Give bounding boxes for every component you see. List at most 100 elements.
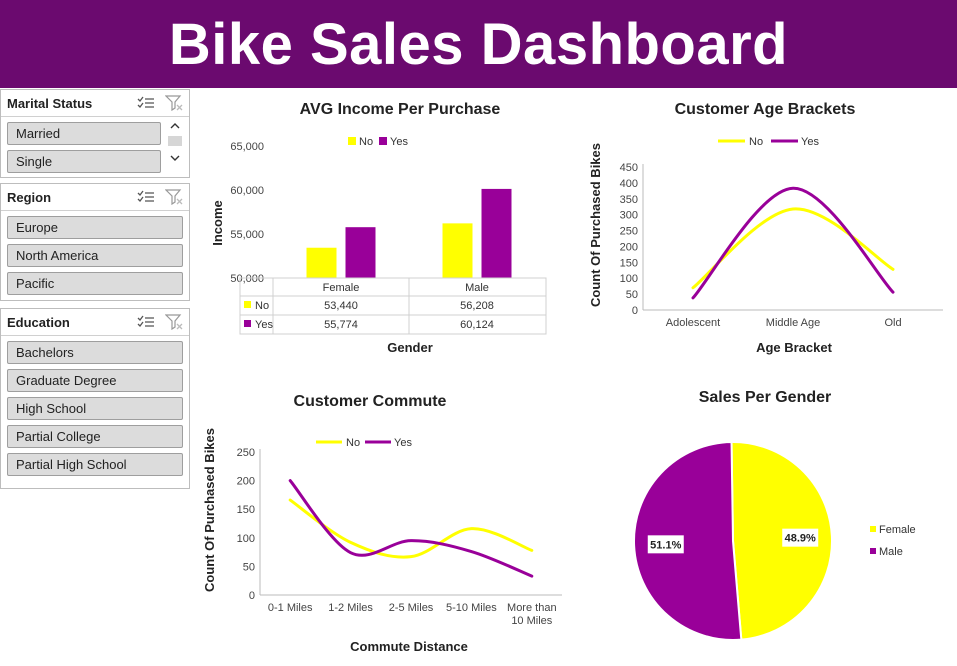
- chart-income: No Yes Income 50,000 55,000 60,000 65,000 F…: [210, 136, 547, 355]
- y-tick-label: 100: [237, 533, 255, 545]
- legend-male-label: Male: [879, 546, 903, 558]
- slicer-item-pacific[interactable]: Pacific: [7, 272, 183, 295]
- legend-no-label: No: [346, 437, 360, 449]
- chart-title-gender: Sales Per Gender: [698, 389, 832, 406]
- y-tick-label: 0: [632, 305, 638, 317]
- clear-filter-icon[interactable]: [165, 314, 183, 330]
- chart-title-age: Customer Age Brackets: [674, 101, 856, 118]
- y-tick-label: 100: [620, 273, 638, 285]
- slicer-item-north-america[interactable]: North America: [7, 244, 183, 267]
- y-tick-label: 400: [620, 178, 638, 190]
- slicer-item-married[interactable]: Married: [7, 122, 161, 145]
- slicer-region: Region Europe North America Pacific: [0, 183, 190, 301]
- series-line-no: [288, 498, 534, 559]
- series-line-yes: [691, 186, 895, 300]
- y-tick-label: 50: [626, 289, 638, 301]
- y-axis-title: Income: [210, 200, 225, 246]
- legend-yes-swatch: [379, 137, 387, 145]
- legend: No Yes: [348, 136, 408, 148]
- slicer-title: Region: [7, 189, 52, 205]
- slicer-item-partial-high-school[interactable]: Partial High School: [7, 453, 183, 476]
- multi-select-icon[interactable]: [137, 315, 155, 329]
- x-axis-title: Gender: [387, 340, 433, 355]
- legend-female-label: Female: [879, 524, 916, 536]
- y-axis-title: Count Of Purchased Bikes: [588, 143, 603, 307]
- slicer-item-bachelors[interactable]: Bachelors: [7, 341, 183, 364]
- y-axis-title: Count Of Purchased Bikes: [202, 428, 217, 592]
- bar-no-male: [442, 223, 473, 278]
- series-lines: [288, 479, 534, 578]
- slicer-header: Marital Status: [1, 90, 189, 117]
- x-tick-label: 0-1 Miles: [268, 602, 313, 614]
- scroll-up-icon: [170, 123, 180, 129]
- y-tick-label: 50,000: [230, 273, 264, 285]
- slicer-scrollbar[interactable]: [167, 120, 183, 170]
- scroll-thumb: [168, 136, 182, 146]
- slicer-item-high-school[interactable]: High School: [7, 397, 183, 420]
- y-tick-label: 150: [620, 257, 638, 269]
- y-tick-label: 450: [620, 162, 638, 174]
- y-tick-label: 65,000: [230, 141, 264, 153]
- legend-no-label: No: [359, 136, 373, 148]
- data-table: Female Male No Yes 53,440 56,208 55,774 …: [239, 277, 547, 335]
- y-tick-label: 60,000: [230, 185, 264, 197]
- pie-data-label: 48.9%: [785, 533, 816, 545]
- slicer-item-single[interactable]: Single: [7, 150, 161, 173]
- legend-yes-label: Yes: [390, 136, 408, 148]
- y-tick-label: 50: [243, 561, 255, 573]
- slicer-title: Marital Status: [7, 95, 93, 111]
- clear-filter-icon[interactable]: [165, 95, 183, 111]
- table-cell: 53,440: [324, 300, 358, 312]
- x-tick-label: 5-10 Miles: [446, 602, 497, 614]
- chart-title-income: AVG Income Per Purchase: [299, 101, 501, 118]
- x-tick-label: More than 10 Miles: [507, 602, 557, 627]
- legend-male-swatch: [870, 548, 876, 554]
- multi-select-icon[interactable]: [137, 96, 155, 110]
- pie-slice-male: [633, 440, 743, 641]
- pie-data-label: 51.1%: [650, 539, 681, 551]
- legend: No Yes: [316, 437, 412, 449]
- slicer-item-partial-college[interactable]: Partial College: [7, 425, 183, 448]
- slicer-item-graduate-degree[interactable]: Graduate Degree: [7, 369, 183, 392]
- slicer-header: Region: [1, 184, 189, 211]
- y-tick-label: 0: [249, 590, 255, 602]
- bars: [306, 188, 512, 278]
- legend-female-swatch: [870, 526, 876, 532]
- multi-select-icon[interactable]: [137, 190, 155, 204]
- slicer-item-europe[interactable]: Europe: [7, 216, 183, 239]
- y-tick-label: 150: [237, 504, 255, 516]
- bar-yes-male: [481, 188, 512, 278]
- y-tick-label: 200: [237, 476, 255, 488]
- series-lines: [691, 186, 895, 300]
- pie-label-box: [782, 528, 819, 547]
- dashboard-title: Bike Sales Dashboard: [168, 11, 789, 77]
- y-tick-label: 350: [620, 194, 638, 206]
- axes: 0 50 100 150 200 250 300 350 400 450 Adolescent Mid…: [620, 162, 943, 329]
- y-ticks: 50,000 55,000 60,000 65,000: [230, 141, 264, 285]
- x-tick-label: Middle Age: [766, 317, 820, 329]
- clear-filter-icon[interactable]: [165, 189, 183, 205]
- slicer-education: Education Bachelors Graduate Degree High…: [0, 308, 190, 489]
- y-tick-label: 300: [620, 210, 638, 222]
- table-cell: 56,208: [460, 300, 494, 312]
- dashboard-banner: Bike Sales Dashboard: [0, 0, 957, 88]
- y-tick-label: 200: [620, 241, 638, 253]
- x-tick-label: 1-2 Miles: [328, 602, 373, 614]
- y-tick-label: 250: [237, 447, 255, 459]
- bar-no-female: [306, 247, 337, 278]
- x-axis-title: Commute Distance: [350, 639, 468, 654]
- legend-no-swatch: [348, 137, 356, 145]
- pie-label-box: [647, 535, 684, 554]
- series-line-no: [691, 207, 895, 290]
- table-row-no-label: No: [255, 300, 269, 312]
- chart-commute: No Yes Count Of Purchased Bikes 0 50 100 15…: [202, 428, 562, 654]
- y-tick-label: 250: [620, 226, 638, 238]
- legend-yes-label: Yes: [801, 136, 819, 148]
- table-cell: 55,774: [324, 319, 358, 331]
- legend-no-label: No: [749, 136, 763, 148]
- x-tick-label: 2-5 Miles: [389, 602, 434, 614]
- x-axis-title: Age Bracket: [756, 340, 833, 355]
- axes: 0 50 100 150 200 250 0-1 Miles 1-2 Miles 2-5 Mil…: [237, 447, 562, 627]
- x-tick-label: Old: [884, 317, 901, 329]
- chart-title-commute: Customer Commute: [293, 393, 447, 410]
